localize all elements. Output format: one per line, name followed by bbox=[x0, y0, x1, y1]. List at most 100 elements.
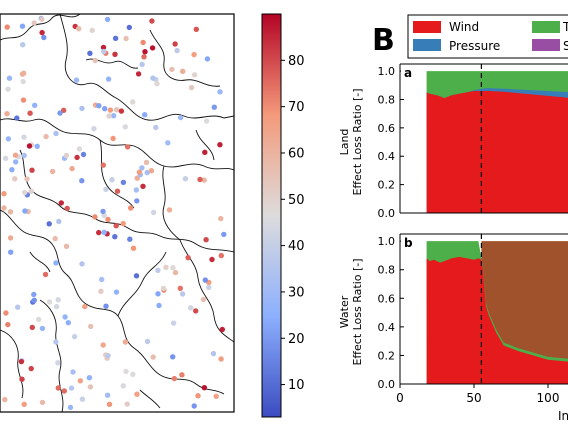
map-marker bbox=[56, 218, 62, 225]
map-background bbox=[0, 14, 234, 412]
map-marker bbox=[92, 57, 98, 64]
map-marker bbox=[128, 205, 134, 211]
map-marker bbox=[14, 115, 20, 121]
map-marker bbox=[34, 143, 40, 149]
map-marker bbox=[53, 303, 60, 310]
map-marker bbox=[170, 320, 177, 326]
map-marker bbox=[28, 188, 34, 194]
map-marker bbox=[104, 16, 111, 23]
map-marker bbox=[79, 396, 86, 402]
map-marker bbox=[177, 285, 183, 291]
map-marker bbox=[142, 49, 148, 55]
map-panel bbox=[0, 13, 235, 413]
map-marker bbox=[39, 29, 45, 36]
map-marker bbox=[55, 297, 61, 303]
map-marker bbox=[39, 325, 46, 332]
map-marker bbox=[104, 392, 111, 398]
map-marker bbox=[76, 146, 83, 152]
map-marker bbox=[76, 26, 82, 32]
colorbar-tick-label: 20 bbox=[288, 332, 305, 347]
map-marker bbox=[71, 333, 78, 340]
map-marker bbox=[65, 320, 72, 326]
map-marker bbox=[124, 144, 131, 150]
map-marker bbox=[105, 352, 111, 359]
map-marker bbox=[127, 236, 133, 242]
map-marker bbox=[211, 104, 217, 110]
map-marker bbox=[218, 356, 224, 362]
map-marker bbox=[79, 178, 85, 184]
map-marker bbox=[12, 152, 19, 158]
map-marker bbox=[7, 209, 14, 215]
land-ylabel-line1: Land bbox=[338, 129, 351, 156]
map-marker bbox=[4, 111, 10, 117]
map-marker bbox=[188, 84, 195, 91]
y-tick-label: 1.0 bbox=[378, 235, 396, 248]
map-marker bbox=[210, 350, 217, 357]
map-marker bbox=[109, 177, 115, 183]
legend-item-s: S bbox=[532, 39, 568, 53]
map-marker bbox=[42, 271, 49, 278]
map-frame bbox=[0, 13, 235, 413]
map-marker bbox=[92, 214, 98, 220]
map-marker bbox=[68, 385, 75, 391]
map-marker bbox=[53, 260, 59, 266]
map-marker bbox=[174, 47, 180, 54]
map-marker bbox=[64, 205, 70, 212]
map-marker bbox=[49, 168, 56, 175]
legend-swatch bbox=[413, 21, 441, 33]
colorbar-ticks: 10 20 30 40 50 60 70 80 bbox=[281, 54, 305, 393]
map-marker bbox=[20, 78, 26, 85]
map-marker bbox=[19, 23, 26, 29]
map-marker bbox=[4, 24, 10, 30]
map-marker bbox=[206, 284, 212, 291]
map-marker bbox=[6, 75, 13, 81]
map-marker bbox=[118, 108, 125, 114]
map-marker bbox=[172, 41, 178, 47]
map-marker bbox=[46, 221, 52, 227]
map-marker bbox=[170, 354, 176, 360]
map-marker bbox=[87, 50, 93, 56]
map-marker bbox=[61, 388, 67, 394]
map-marker bbox=[80, 151, 87, 158]
map-marker bbox=[124, 401, 130, 407]
colorbar-tick-label: 60 bbox=[288, 146, 305, 161]
map-marker bbox=[134, 391, 140, 397]
map-marker bbox=[126, 24, 132, 31]
map-marker bbox=[113, 289, 120, 295]
map-marker bbox=[217, 142, 223, 148]
y-tick-label: 0.2 bbox=[378, 179, 396, 192]
water-ylabel-line1: Water bbox=[338, 295, 351, 328]
map-marker bbox=[130, 99, 136, 105]
map-marker bbox=[107, 107, 114, 113]
map-marker bbox=[114, 107, 120, 113]
map-marker bbox=[177, 114, 184, 121]
map-marker bbox=[139, 61, 145, 68]
map-marker bbox=[139, 165, 145, 171]
map-marker bbox=[165, 140, 171, 146]
y-tick-label: 0.8 bbox=[378, 264, 396, 277]
map-marker bbox=[197, 176, 203, 183]
map-marker bbox=[105, 216, 111, 223]
area-wind bbox=[426, 91, 568, 213]
map-marker bbox=[21, 152, 27, 159]
map-marker bbox=[21, 134, 27, 140]
map-marker bbox=[29, 324, 35, 331]
map-marker bbox=[101, 48, 107, 55]
colorbar-tick-label: 70 bbox=[288, 100, 305, 115]
legend-swatch bbox=[532, 39, 560, 51]
legend-swatch bbox=[532, 21, 560, 33]
map-marker bbox=[122, 339, 129, 345]
land-ylabel-line2: Effect Loss Ratio [-] bbox=[351, 88, 364, 195]
panel-label: a bbox=[404, 66, 412, 80]
panel-label: b bbox=[404, 236, 413, 250]
map-marker bbox=[221, 231, 227, 238]
x-tick-label: 50 bbox=[466, 391, 481, 405]
map-marker bbox=[179, 291, 186, 297]
map-markers bbox=[1, 15, 227, 411]
map-marker bbox=[52, 235, 58, 242]
map-marker bbox=[67, 404, 74, 411]
map-marker bbox=[103, 186, 109, 192]
map-marker bbox=[58, 200, 64, 206]
map-marker bbox=[134, 175, 140, 181]
map-marker bbox=[153, 124, 159, 131]
